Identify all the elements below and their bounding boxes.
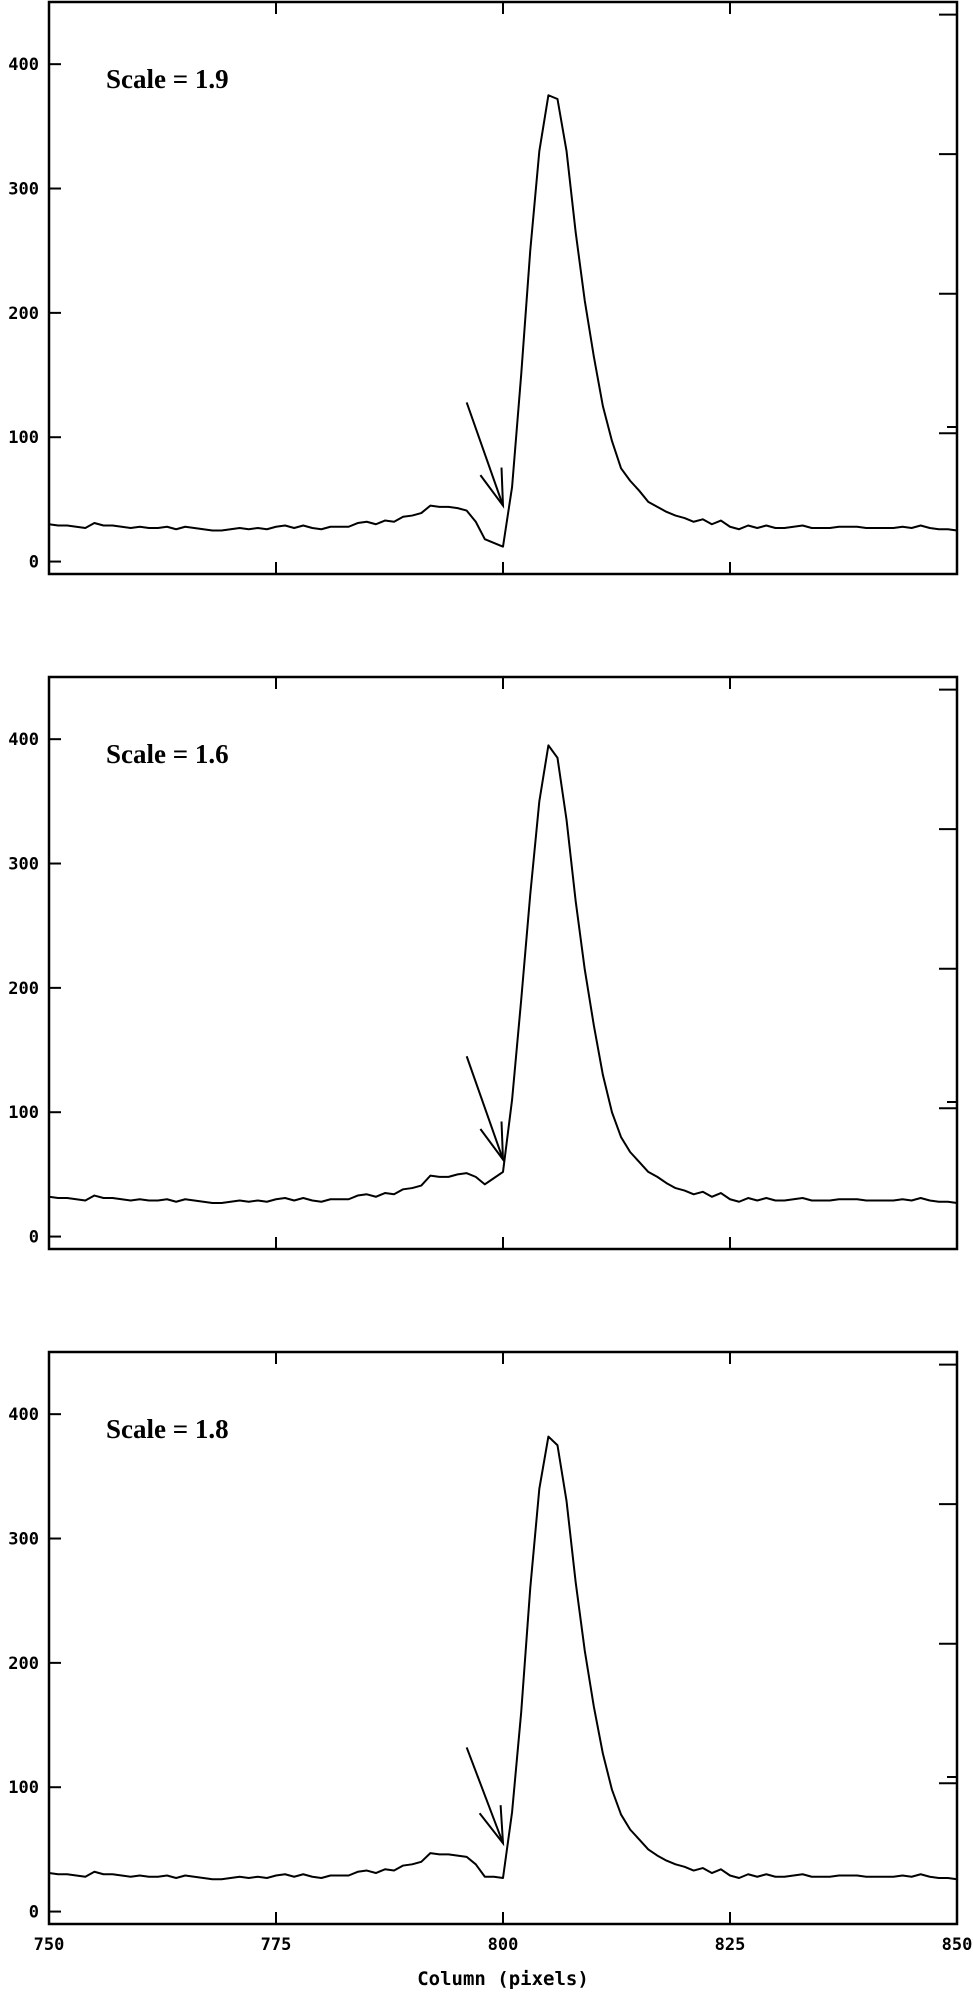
y-tick-label: 300 (8, 180, 39, 200)
y-tick-label: 200 (8, 304, 39, 324)
series-line (48, 1435, 958, 1881)
chart-panel-1: 0 100 200 300 400 Scale = 1.9 (8, 0, 959, 576)
arrow-head (478, 1805, 505, 1847)
y-tick-label: 100 (8, 428, 39, 448)
chart-panel-2: 0 100 200 300 400 Scale = 1.6 (8, 675, 959, 1251)
scale-annotation: Scale = 1.9 (106, 64, 229, 94)
scale-annotation: Scale = 1.8 (106, 1414, 229, 1444)
y-tick-label: 0 (29, 1903, 39, 1923)
y-tick-label: 400 (8, 55, 39, 75)
x-tick-label: 800 (488, 1935, 519, 1955)
y-tick-label: 0 (29, 553, 39, 573)
y-tick-label: 300 (8, 855, 39, 875)
series-line (48, 94, 958, 548)
arrow-shaft (465, 1055, 504, 1160)
y-tick-label: 200 (8, 979, 39, 999)
x-tick-label: 850 (942, 1935, 973, 1955)
y-tick-label: 400 (8, 730, 39, 750)
arrow-head (479, 467, 505, 509)
arrow-head (479, 1121, 505, 1163)
y-tick-label: 300 (8, 1530, 39, 1550)
x-tick-label: 825 (715, 1935, 746, 1955)
scale-annotation: Scale = 1.6 (106, 739, 229, 769)
x-tick-label: 775 (261, 1935, 292, 1955)
y-tick-label: 100 (8, 1778, 39, 1798)
x-axis-title: Column (pixels) (417, 1968, 589, 1990)
chart-panel-3: 750 775 800 825 850 0 100 200 300 400 Scale = 1.8 C… (8, 1350, 973, 1990)
series-line (48, 744, 958, 1204)
y-tick-label: 200 (8, 1654, 39, 1674)
y-tick-label: 0 (29, 1228, 39, 1248)
arrow-shaft (465, 1747, 504, 1844)
arrow-shaft (465, 402, 504, 506)
y-tick-label: 100 (8, 1103, 39, 1123)
y-tick-label: 400 (8, 1405, 39, 1425)
x-tick-label: 750 (34, 1935, 65, 1955)
